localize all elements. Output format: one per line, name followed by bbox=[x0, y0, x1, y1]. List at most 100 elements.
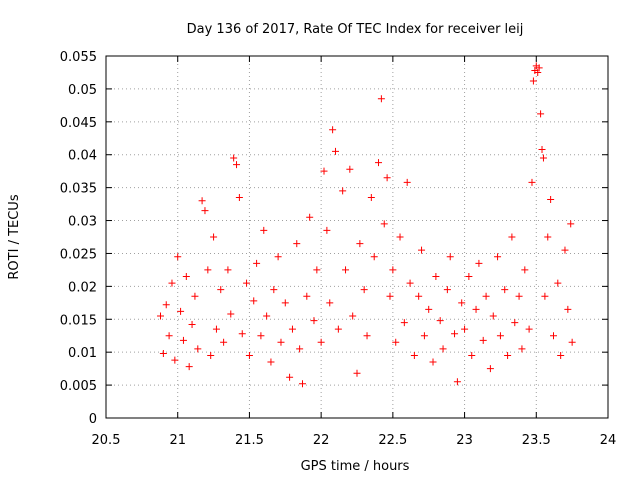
y-tick-label: 0.04 bbox=[68, 149, 97, 164]
data-point-marker bbox=[458, 299, 466, 307]
data-point-marker bbox=[191, 292, 199, 300]
data-point-marker bbox=[538, 145, 546, 153]
data-point-marker bbox=[306, 213, 314, 221]
data-point-marker bbox=[534, 68, 542, 76]
data-point-marker bbox=[521, 266, 529, 274]
data-point-marker bbox=[243, 279, 251, 287]
data-point-marker bbox=[220, 338, 228, 346]
axis-ticks bbox=[105, 55, 609, 419]
data-point-marker bbox=[400, 319, 408, 327]
data-point-marker bbox=[317, 338, 325, 346]
data-point-marker bbox=[425, 305, 433, 313]
x-tick-label: 21.5 bbox=[235, 433, 264, 448]
data-point-marker bbox=[568, 338, 576, 346]
data-point-marker bbox=[270, 286, 278, 294]
data-point-marker bbox=[179, 336, 187, 344]
data-point-marker bbox=[451, 330, 459, 338]
grid-lines bbox=[106, 56, 608, 418]
y-axis-label: ROTI / TECUs bbox=[7, 194, 22, 279]
data-point-marker bbox=[482, 292, 490, 300]
y-tick-label: 0.01 bbox=[68, 346, 97, 361]
data-point-marker bbox=[349, 312, 357, 320]
data-point-marker bbox=[375, 159, 383, 167]
data-point-marker bbox=[406, 279, 414, 287]
data-point-marker bbox=[263, 312, 271, 320]
data-point-marker bbox=[567, 220, 575, 228]
data-point-marker bbox=[494, 253, 502, 261]
data-point-marker bbox=[472, 305, 480, 313]
x-axis-label: GPS time / hours bbox=[301, 459, 410, 474]
data-point-marker bbox=[486, 365, 494, 373]
data-point-marker bbox=[212, 325, 220, 333]
x-tick-label: 22.5 bbox=[378, 433, 407, 448]
data-point-marker bbox=[288, 325, 296, 333]
data-point-marker bbox=[511, 319, 519, 327]
data-point-marker bbox=[353, 369, 361, 377]
data-point-marker bbox=[323, 226, 331, 234]
data-point-marker bbox=[207, 351, 215, 359]
y-tick-label: 0.03 bbox=[68, 215, 97, 230]
data-point-marker bbox=[541, 292, 549, 300]
x-tick-label: 23 bbox=[456, 433, 473, 448]
y-axis-tick-labels: 0 0.005 0.01 0.015 0.02 0.025 0.03 0.035 0.04 0.0… bbox=[60, 50, 97, 427]
data-point-marker bbox=[286, 373, 294, 381]
data-point-marker bbox=[238, 330, 246, 338]
data-point-marker bbox=[230, 154, 238, 162]
data-point-marker bbox=[298, 380, 306, 388]
y-tick-label: 0.055 bbox=[60, 50, 97, 65]
x-tick-label: 23.5 bbox=[522, 433, 551, 448]
data-point-marker bbox=[436, 317, 444, 325]
y-tick-label: 0.005 bbox=[60, 379, 97, 394]
data-point-marker bbox=[224, 266, 232, 274]
data-point-marker bbox=[320, 167, 328, 175]
data-point-marker bbox=[539, 154, 547, 162]
data-point-marker bbox=[544, 233, 552, 241]
y-tick-label: 0.05 bbox=[68, 83, 97, 98]
data-point-marker bbox=[525, 325, 533, 333]
data-point-marker bbox=[188, 321, 196, 329]
data-point-marker bbox=[443, 286, 451, 294]
data-point-marker bbox=[557, 351, 565, 359]
y-tick-label: 0.02 bbox=[68, 280, 97, 295]
data-point-marker bbox=[313, 266, 321, 274]
data-point-marker bbox=[479, 336, 487, 344]
data-point-marker bbox=[274, 253, 282, 261]
data-point-marker bbox=[370, 253, 378, 261]
data-point-marker bbox=[528, 178, 536, 186]
data-point-marker bbox=[515, 292, 523, 300]
data-point-marker bbox=[377, 95, 385, 103]
data-point-marker bbox=[227, 310, 235, 318]
data-point-marker bbox=[410, 351, 418, 359]
data-point-marker bbox=[162, 301, 170, 309]
x-tick-label: 20.5 bbox=[92, 433, 121, 448]
data-point-marker bbox=[380, 220, 388, 228]
data-point-marker bbox=[171, 356, 179, 364]
data-point-marker bbox=[331, 147, 339, 155]
data-point-marker bbox=[508, 233, 516, 241]
data-point-marker bbox=[177, 307, 185, 315]
y-tick-label: 0.025 bbox=[60, 247, 97, 262]
data-point-marker bbox=[439, 345, 447, 353]
data-point-marker bbox=[346, 165, 354, 173]
x-tick-label: 22 bbox=[313, 433, 330, 448]
data-point-marker bbox=[329, 126, 337, 134]
data-point-marker bbox=[217, 286, 225, 294]
data-point-marker bbox=[518, 345, 526, 353]
data-point-marker bbox=[310, 317, 318, 325]
data-point-marker bbox=[233, 161, 241, 169]
data-point-marker bbox=[383, 174, 391, 182]
data-point-marker bbox=[453, 378, 461, 386]
data-point-marker bbox=[182, 272, 190, 280]
data-point-marker bbox=[303, 292, 311, 300]
data-point-marker bbox=[389, 266, 397, 274]
data-point-marker bbox=[564, 305, 572, 313]
data-point-marker bbox=[418, 246, 426, 254]
data-point-marker bbox=[468, 351, 476, 359]
x-tick-label: 24 bbox=[600, 433, 617, 448]
data-point-marker bbox=[342, 266, 350, 274]
y-tick-label: 0.035 bbox=[60, 182, 97, 197]
data-point-marker bbox=[504, 351, 512, 359]
data-point-marker bbox=[396, 233, 404, 241]
data-points bbox=[157, 62, 576, 388]
